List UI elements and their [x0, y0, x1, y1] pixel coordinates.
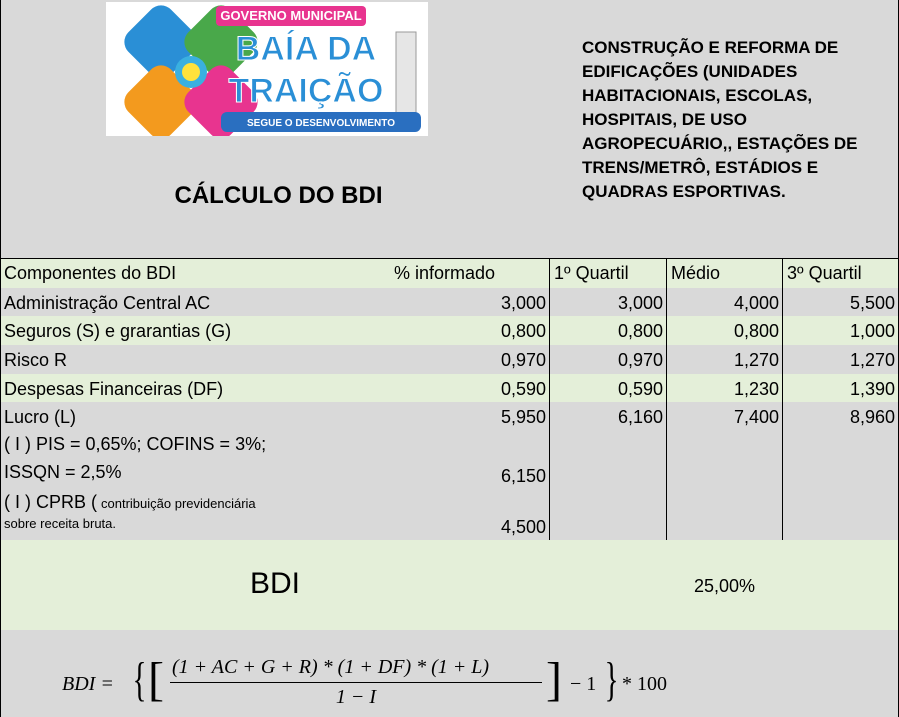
formula-bracket: [ — [148, 653, 164, 706]
cell-value: 1,000 — [849, 321, 895, 341]
cell — [667, 489, 783, 541]
row-label: Risco R — [4, 350, 68, 370]
cell-value: 4,000 — [733, 293, 779, 313]
fraction-bar — [170, 682, 542, 683]
cell — [550, 489, 667, 541]
cell-value: 0,800 — [500, 321, 546, 341]
bdi-right — [550, 540, 899, 631]
cell-value: 1,270 — [849, 350, 895, 370]
cell — [550, 345, 667, 375]
cell-value: 7,400 — [733, 407, 779, 427]
description: CONSTRUÇÃO E REFORMA DE EDIFICAÇÕES (UNI… — [582, 38, 858, 201]
cell — [390, 316, 550, 346]
cell — [550, 431, 667, 490]
column-header: % informado — [394, 263, 496, 283]
title: CÁLCULO DO BDI — [174, 182, 383, 209]
cell-value: 0,590 — [617, 379, 663, 399]
tax-label: ( I ) PIS = 0,65%; COFINS = 3%; — [4, 434, 267, 454]
header-right — [556, 0, 899, 259]
tax-label: sobre receita bruta. — [4, 516, 117, 531]
cell — [390, 259, 550, 289]
formula-cell — [0, 630, 899, 717]
cell — [783, 374, 899, 403]
row-label: Lucro (L) — [4, 407, 77, 427]
cell-value: 5,500 — [849, 293, 895, 313]
cell — [667, 288, 783, 317]
bdi-value: 25,00% — [693, 576, 756, 596]
cell — [0, 259, 391, 289]
logo: GOVERNO MUNICIPAL BAÍA DA TRAIÇÃO SEGUE … — [106, 2, 428, 136]
cell-value: 0,970 — [500, 350, 546, 370]
cell — [390, 288, 550, 317]
tax-note: contribuição previdenciária — [101, 496, 256, 511]
tax-label: ISSQN = 2,5% — [4, 462, 122, 482]
cell — [783, 489, 899, 541]
formula-brace: } — [604, 653, 619, 706]
cell-value: 1,230 — [733, 379, 779, 399]
formula-lhs: BDI = — [62, 673, 114, 695]
cell-value: 1,270 — [733, 350, 779, 370]
cell-value: 3,000 — [500, 293, 546, 313]
tax-value: 6,150 — [500, 466, 546, 486]
formula-denominator: 1 − I — [335, 686, 377, 708]
column-header: 1º Quartil — [554, 263, 629, 283]
logo-top: GOVERNO MUNICIPAL — [220, 8, 361, 23]
logo-line1: BAÍA DA — [236, 30, 376, 68]
formula-numerator: (1 + AC + G + R) * (1 + DF) * (1 + L) — [172, 656, 490, 678]
cell-value: 8,960 — [849, 407, 895, 427]
tax-value: 4,500 — [500, 517, 546, 537]
cell-value: 5,950 — [500, 407, 546, 427]
column-header: Componentes do BDI — [4, 263, 177, 283]
cell-value: 1,390 — [849, 379, 895, 399]
tax-label: ( I ) CPRB (contribuição previdenciária — [4, 492, 256, 512]
cell — [390, 345, 550, 375]
formula-minus: − 1 — [570, 673, 597, 695]
logo-line2: TRAIÇÃO — [229, 72, 384, 110]
bdi-label: BDI — [249, 567, 300, 600]
column-header: 3º Quartil — [787, 263, 862, 283]
cell — [0, 489, 391, 541]
cell — [783, 431, 899, 490]
formula-tail: * 100 — [622, 673, 667, 695]
cell-value: 0,800 — [733, 321, 779, 341]
cell — [667, 431, 783, 490]
formula-brace: { — [132, 653, 147, 706]
bdi-left — [0, 540, 551, 631]
logo-slogan: SEGUE O DESENVOLVIMENTO — [247, 118, 395, 129]
row-label: Despesas Financeiras (DF) — [4, 379, 224, 399]
row-label: Administração Central AC — [4, 293, 211, 313]
cell-value: 0,970 — [617, 350, 663, 370]
row-label: Seguros (S) e grarantias (G) — [4, 321, 232, 341]
cell-value: 3,000 — [617, 293, 663, 313]
cell-value: 6,160 — [617, 407, 663, 427]
cell — [783, 345, 899, 375]
cell-value: 0,590 — [500, 379, 546, 399]
formula-bracket: ] — [546, 653, 562, 706]
column-header: Médio — [671, 263, 721, 283]
cell-value: 0,800 — [617, 321, 663, 341]
